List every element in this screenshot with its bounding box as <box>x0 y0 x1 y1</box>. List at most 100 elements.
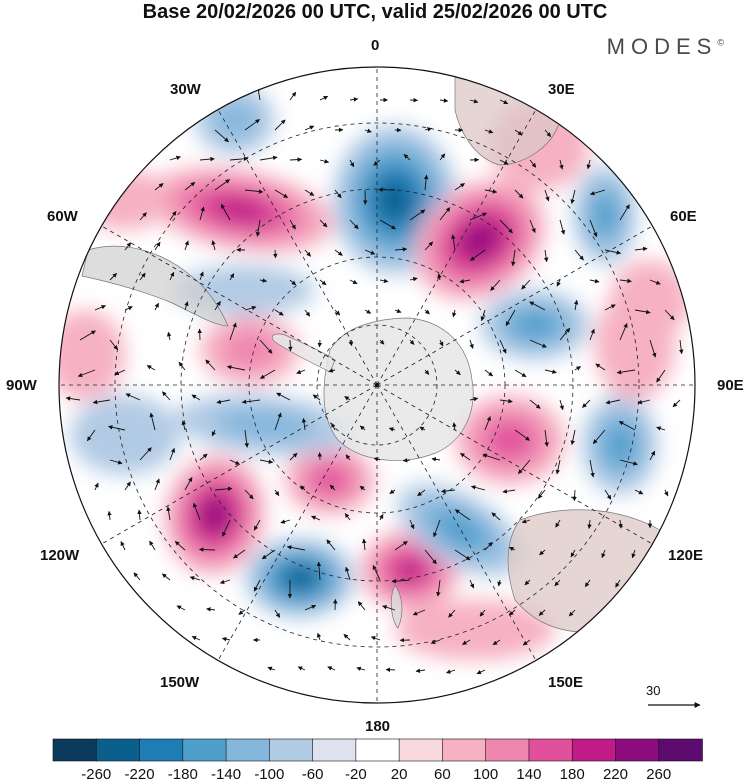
anomaly-contour <box>312 466 348 494</box>
wind-vector-arrow <box>274 489 280 496</box>
anomaly-contour <box>435 511 485 549</box>
wind-vector-arrow <box>554 579 561 587</box>
wind-vector-arrow <box>214 300 221 311</box>
wind-vector-arrow <box>619 204 630 221</box>
colorbar-tick-label: 140 <box>516 766 542 783</box>
wind-vector-arrow <box>656 369 666 383</box>
wind-vector-arrow <box>634 246 648 252</box>
wind-vector-arrow <box>616 369 636 375</box>
wind-vector-arrow <box>244 189 264 194</box>
wind-vector-arrow <box>446 669 456 674</box>
wind-vector-arrow <box>214 486 233 492</box>
colorbar-cell <box>225 738 271 762</box>
anomaly-field <box>59 85 690 660</box>
wind-vector-arrow <box>259 339 273 354</box>
wind-vector-arrow <box>86 429 96 442</box>
wind-vector-arrow <box>349 97 359 102</box>
wind-vector-arrow <box>280 519 291 524</box>
wind-vector-arrow <box>415 668 426 673</box>
wind-vector-arrow <box>317 339 323 348</box>
anomaly-contour <box>59 310 125 400</box>
lon-label-180: 180 <box>365 718 391 735</box>
colorbar-tick-label: -220 <box>124 766 155 783</box>
wind-vector-arrow <box>154 183 164 191</box>
wind-vector-arrow <box>373 457 381 462</box>
wind-vector-arrow <box>211 240 216 251</box>
wind-vector-arrow <box>664 489 669 497</box>
meridian-line <box>376 384 653 545</box>
anomaly-contour <box>212 100 258 140</box>
map-boundary <box>58 66 696 704</box>
wind-vector-arrow <box>199 206 205 221</box>
wind-vector-arrow <box>423 174 429 191</box>
wind-vector-arrow <box>238 609 246 615</box>
wind-vector-arrow <box>379 514 384 521</box>
wind-vector-arrow <box>589 328 595 341</box>
wind-vector-arrow <box>304 604 317 611</box>
wind-vector-arrow <box>327 666 336 671</box>
wind-vector-arrow <box>529 301 546 311</box>
anomaly-contour <box>610 260 690 340</box>
wind-vector-arrow <box>543 249 549 263</box>
colorbar-tick-label: 220 <box>602 766 628 783</box>
wind-vector-arrow <box>394 540 408 551</box>
colorbar-tick-label: -60 <box>301 766 324 783</box>
wind-vector-arrow <box>316 632 322 641</box>
wind-vector-arrow <box>514 369 527 378</box>
wind-vector-arrow <box>288 339 293 352</box>
wind-vector-arrow <box>319 95 329 101</box>
wind-vector-arrow <box>274 189 289 199</box>
wind-vector-arrow <box>370 636 381 641</box>
wind-vector-arrow <box>484 541 493 551</box>
wind-vector-arrow <box>529 159 537 168</box>
wind-vector-arrow <box>154 478 160 491</box>
wind-vector-arrow <box>490 279 501 291</box>
wind-vector-arrow <box>259 155 278 161</box>
wind-vector-arrow <box>205 359 216 371</box>
wind-vector-arrow <box>169 210 177 221</box>
australia-landmass <box>507 509 667 633</box>
wind-vector-arrow <box>319 219 328 228</box>
colorbar-cell <box>442 738 487 762</box>
wind-vector-arrow <box>382 605 396 611</box>
wind-vector-arrow <box>379 278 389 284</box>
wind-vector-arrow <box>334 309 341 316</box>
wind-vector-arrow <box>154 302 159 311</box>
wind-vector-arrow <box>191 394 201 401</box>
wind-vector-arrow <box>574 249 584 261</box>
wind-vector-arrow <box>233 549 246 559</box>
wind-vector-arrow <box>356 666 366 671</box>
wind-vector-arrow <box>538 609 546 616</box>
wind-vector-arrow <box>439 153 446 161</box>
lon-label-150w: 150W <box>160 674 200 691</box>
wind-vector-arrow <box>319 279 327 286</box>
anomaly-contour <box>211 197 269 223</box>
wind-vector-arrow <box>394 308 402 313</box>
wind-vector-arrow <box>402 458 411 463</box>
wind-vector-arrow <box>289 452 298 461</box>
wind-vector-arrow <box>448 609 456 618</box>
wind-vector-arrow <box>439 339 444 347</box>
wind-vector-arrow <box>476 669 486 675</box>
wind-vector-arrow <box>300 485 306 491</box>
wind-vector-arrow <box>222 519 231 537</box>
wind-vector-arrow <box>319 159 330 164</box>
wind-vector-arrow <box>479 609 486 617</box>
wind-vector-arrow <box>221 636 231 642</box>
colorbar-tick-label: 20 <box>390 766 408 783</box>
wind-vector-arrow <box>452 422 457 431</box>
anomaly-contour <box>286 568 314 588</box>
wind-vector-arrow <box>589 189 606 196</box>
wind-vector-arrow <box>480 309 486 322</box>
colorbar-tick-label: 60 <box>434 766 451 783</box>
wind-vector-arrow <box>259 369 276 379</box>
wind-vector-arrow <box>244 429 249 448</box>
wind-vector-arrow <box>379 339 385 345</box>
colorbar-tick-label: 260 <box>646 766 672 783</box>
wind-vector-arrow <box>431 457 441 462</box>
wind-vector-arrow <box>274 119 286 131</box>
wind-vector-arrow <box>555 519 561 528</box>
wind-vector-arrow <box>484 189 498 194</box>
wind-vector-arrow <box>459 278 471 284</box>
polar-map[interactable] <box>0 0 750 730</box>
